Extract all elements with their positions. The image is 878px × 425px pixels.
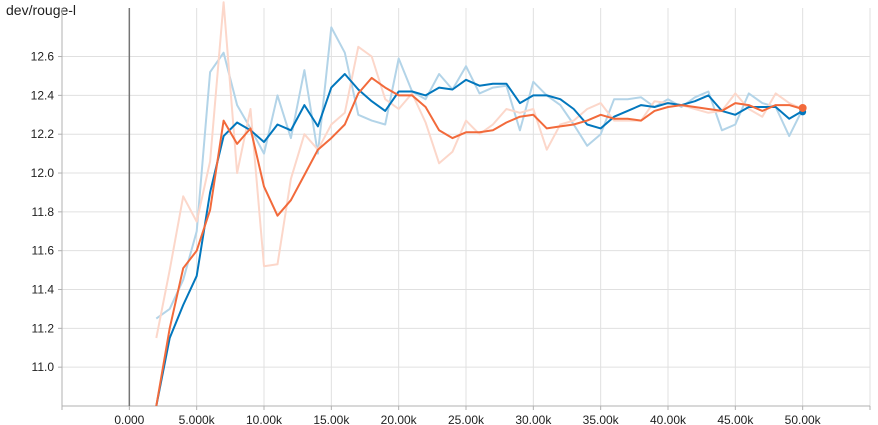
x-tick-label: 0.000 bbox=[114, 413, 144, 425]
series-lines bbox=[155, 1, 807, 406]
series-1-raw-line bbox=[155, 26, 804, 320]
series-2-smoothed-line bbox=[155, 76, 803, 406]
series-2-end-marker bbox=[798, 103, 807, 112]
x-tick-label: 10.00k bbox=[246, 413, 283, 425]
x-tick-label: 35.00k bbox=[583, 413, 620, 425]
y-tick-label: 12.0 bbox=[31, 166, 55, 180]
axes bbox=[58, 8, 871, 410]
x-tick-label: 20.00k bbox=[381, 413, 418, 425]
x-tick-label: 45.00k bbox=[717, 413, 754, 425]
y-tick-label: 12.4 bbox=[31, 88, 55, 102]
x-tick-label: 15.00k bbox=[313, 413, 350, 425]
series-1-smoothed-line bbox=[155, 73, 804, 406]
y-tick-label: 11.0 bbox=[32, 360, 55, 374]
x-tick-label: 30.00k bbox=[515, 413, 552, 425]
chart-title: dev/rouge-l bbox=[6, 2, 77, 18]
y-tick-label: 11.2 bbox=[32, 321, 55, 335]
y-tick-label: 11.4 bbox=[32, 283, 55, 297]
series-2-raw-line bbox=[155, 1, 804, 339]
y-tick-label: 12.6 bbox=[31, 50, 55, 64]
tick-labels: 0.000 5.000k 10.00k 15.00k 20.00k 25.00k 30.00… bbox=[31, 50, 822, 425]
y-tick-label: 11.6 bbox=[32, 244, 55, 258]
x-tick-label: 5.000k bbox=[179, 413, 216, 425]
y-tick-label: 12.2 bbox=[31, 127, 55, 141]
x-tick-label: 50.00k bbox=[785, 413, 822, 425]
y-tick-label: 11.8 bbox=[32, 205, 55, 219]
x-tick-label: 40.00k bbox=[650, 413, 687, 425]
x-tick-label: 25.00k bbox=[448, 413, 485, 425]
